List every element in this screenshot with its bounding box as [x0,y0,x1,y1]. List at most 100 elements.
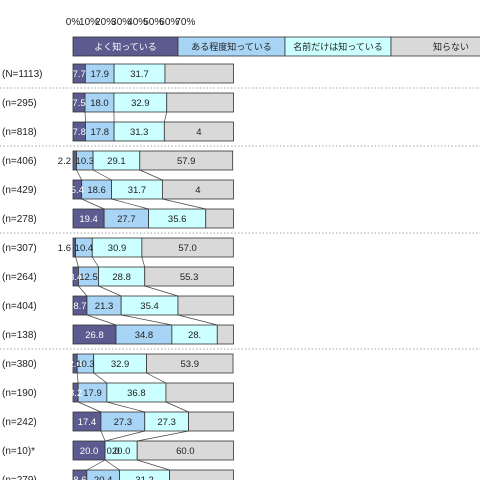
data-label: 10.3 [76,359,95,370]
bar-segment [146,353,234,374]
x-tick-label: 40% [127,17,147,28]
x-tick-label: 50% [143,17,163,28]
bar-segment [216,324,234,345]
connector-line [137,430,189,442]
data-label: 27.3 [114,417,133,428]
data-label: 8.7 [73,301,86,312]
data-label: 32.9 [131,98,150,109]
connector-line [146,372,167,384]
data-label: 30.9 [108,243,127,254]
connector-line [78,285,88,297]
data-label: 17.9 [90,69,109,80]
data-label: 10.3 [76,156,95,167]
connector-line [121,314,172,326]
connector-line [141,256,146,268]
data-label: 2.6 [68,359,81,370]
bar-segment [164,63,234,84]
x-tick-label: 30% [111,17,131,28]
legend-entry: 名前だけは知っている [293,41,383,52]
data-label: 29.1 [107,156,126,167]
connector-line [98,285,122,297]
data-label: 4 [196,127,201,138]
data-label: 31.3 [130,127,149,138]
x-tick-label: 0% [66,17,81,28]
data-label: 7.8 [73,127,86,138]
bar-segment [166,92,234,113]
connector-line [100,430,106,442]
data-label: 27.7 [117,214,136,225]
bar-segment [177,295,235,316]
bar-segment [141,237,234,258]
data-label: 2.2 [58,156,71,167]
bar-segment [144,266,234,287]
connector-line [162,198,206,210]
connector-line [75,256,79,268]
connector-line [165,401,189,413]
data-label: 34.8 [135,330,154,341]
data-label: 17.4 [78,417,97,428]
data-label: 53.9 [181,359,200,370]
data-label: 3.4 [69,272,82,283]
data-label: 18.6 [87,185,106,196]
connector-line [91,256,99,268]
row-label: (n=10)* [2,446,35,457]
connector-line [92,169,112,181]
data-label: 7.7 [73,69,86,80]
row-label: (n=242) [2,417,37,428]
connector-line [86,314,117,326]
legend-swatch [390,36,480,57]
connector-line [106,401,145,413]
data-label: 20.0 [80,446,99,457]
connector-line [93,372,108,384]
row-label: (n=307) [2,243,37,254]
row-label: (n=295) [2,98,37,109]
bar-segment [161,179,234,200]
data-label: 1.6 [58,243,71,254]
data-label: 4 [195,185,200,196]
row-label: (n=818) [2,127,37,138]
connector-line [81,198,105,210]
bar-segment [136,440,234,461]
data-label: 3.2 [69,388,82,399]
row-label: (n=264) [2,272,37,283]
bar-segment [205,208,234,229]
connector-line [139,169,163,181]
data-label: 10.4 [75,243,94,254]
bar-segment [139,150,234,171]
data-label: 31.2 [135,475,154,480]
legend-entry: 知らない [433,41,469,52]
connector-line [105,430,145,442]
connector-line [77,401,102,413]
data-label: 31.7 [128,185,147,196]
legend-entry: ある程度知っている [191,41,272,52]
data-label: 26.8 [85,330,104,341]
x-tick-label: 70% [175,17,195,28]
data-label: 8.6 [73,475,86,480]
row-label: (N=1113) [2,69,42,80]
connector-line [76,372,79,384]
data-label: 36.8 [127,388,146,399]
data-label: 35.4 [140,301,159,312]
data-label: 21.3 [95,301,114,312]
data-label: 19.4 [79,214,98,225]
connector-line [163,111,168,123]
data-label: 20.4 [94,475,113,480]
data-label: 57.9 [177,156,196,167]
bar-segment [163,121,234,142]
data-label: 0.0 [106,446,119,457]
row-label: (n=429) [2,185,37,196]
data-label: 35.6 [168,214,187,225]
bar-segment [169,469,234,480]
connector-line [177,314,218,326]
data-label: 32.9 [111,359,130,370]
connector-line [86,459,106,471]
data-label: 18.0 [90,98,109,109]
x-tick-label: 20% [95,17,115,28]
row-label: (n=380) [2,359,37,370]
row-label: (n=190) [2,388,37,399]
legend-entry: よく知っている [94,41,157,52]
bar-segment [188,411,234,432]
data-label: 57.0 [178,243,197,254]
connector-line [137,459,170,471]
